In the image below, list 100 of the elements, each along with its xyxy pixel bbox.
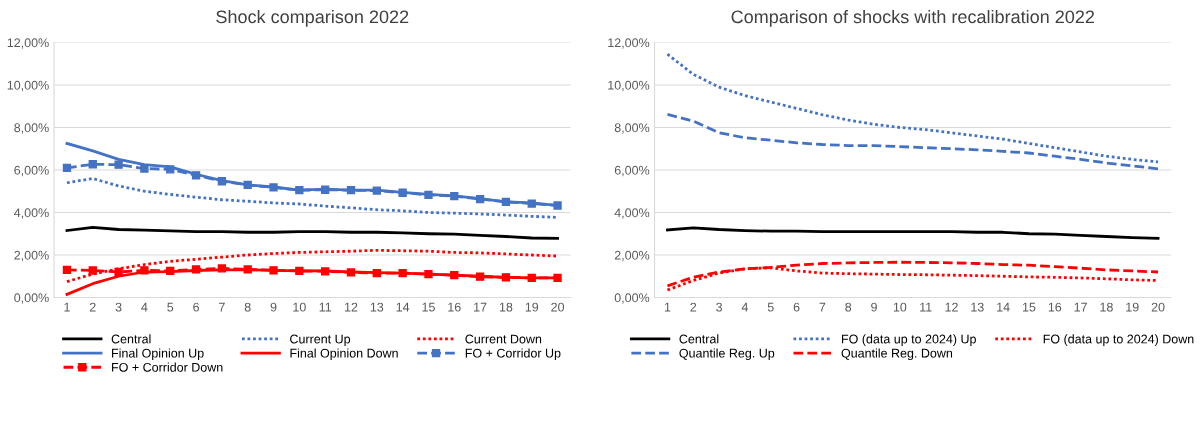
y-tick-label: 6,00% — [614, 165, 650, 177]
x-tick-label: 6 — [793, 302, 800, 312]
y-tick-label: 12,00% — [608, 38, 650, 49]
x-tick-label: 19 — [1126, 302, 1139, 312]
point — [166, 165, 175, 174]
y-tick-label: 6,00% — [14, 165, 49, 177]
point — [114, 160, 123, 169]
x-tick-label: 16 — [448, 302, 461, 312]
x-tick-label: 5 — [167, 302, 174, 312]
point — [527, 199, 536, 208]
point — [88, 160, 97, 169]
line-series — [666, 226, 1160, 240]
point — [346, 186, 356, 195]
point — [501, 197, 511, 207]
y-tick-label: 2,00% — [14, 250, 49, 262]
x-tick-label: 2 — [690, 302, 697, 312]
point — [321, 267, 330, 276]
point — [450, 191, 459, 201]
x-tick-label: 1 — [64, 302, 70, 312]
point — [372, 186, 381, 195]
point — [217, 177, 227, 186]
line-series — [666, 112, 1160, 171]
point — [553, 273, 562, 283]
x-tick-label: 10 — [893, 302, 907, 312]
point — [295, 186, 304, 195]
x-tick-label: 9 — [871, 302, 877, 312]
point — [62, 265, 72, 275]
legend-label: Final Opinion Down — [290, 348, 398, 361]
x-tick-label: 12 — [945, 302, 958, 312]
point — [501, 273, 511, 282]
x-tick-label: 15 — [422, 302, 435, 312]
x-tick-label: 11 — [319, 302, 332, 312]
point — [114, 267, 123, 277]
chart-title: Shock comparison 2022 — [216, 9, 409, 27]
point — [424, 269, 433, 279]
point — [191, 171, 201, 180]
legend-label: Quantile Reg. Up — [679, 348, 775, 361]
x-tick-label: 8 — [244, 302, 251, 312]
point — [295, 266, 304, 276]
x-tick-label: 20 — [551, 302, 565, 312]
legend-label: Central — [111, 334, 151, 344]
point — [450, 271, 459, 280]
point — [553, 201, 562, 210]
x-tick-label: 9 — [270, 302, 277, 312]
x-tick-label: 14 — [997, 302, 1010, 312]
point — [475, 272, 485, 281]
point — [140, 266, 149, 275]
x-tick-label: 4 — [141, 302, 148, 312]
x-tick-label: 12 — [344, 302, 358, 312]
y-tick-label: 8,00% — [614, 123, 650, 134]
x-tick-label: 3 — [115, 302, 122, 312]
x-tick-label: 13 — [370, 302, 384, 312]
x-tick-label: 3 — [716, 302, 723, 312]
y-tick-label: 12,00% — [7, 38, 49, 49]
y-tick-label: 4,00% — [614, 208, 650, 219]
line-series — [666, 260, 1160, 288]
point — [269, 266, 278, 275]
point — [243, 180, 252, 190]
y-tick-label: 8,00% — [14, 123, 49, 134]
x-tick-label: 7 — [819, 302, 826, 312]
y-tick-label: 0,00% — [14, 293, 49, 304]
y-tick-label: 0,00% — [614, 293, 650, 304]
x-tick-label: 10 — [293, 302, 306, 312]
point — [166, 266, 175, 276]
x-tick-label: 18 — [499, 302, 513, 312]
point — [243, 265, 252, 274]
legend-label: FO (data up to 2024) Down — [1043, 334, 1194, 346]
x-tick-label: 4 — [741, 302, 749, 312]
x-tick-label: 15 — [1022, 302, 1036, 312]
line-series — [65, 248, 559, 283]
line-series — [666, 52, 1160, 164]
y-tick-label: 10,00% — [7, 80, 49, 92]
x-tick-label: 11 — [920, 302, 932, 312]
x-tick-label: 2 — [89, 302, 96, 312]
legend-label: Quantile Reg. Down — [841, 348, 953, 361]
x-tick-label: 5 — [767, 302, 774, 312]
point — [424, 190, 433, 200]
point — [62, 163, 72, 173]
legend-label: Current Down — [465, 334, 542, 344]
chart-title: Comparison of shocks with recalibration 2022 — [731, 9, 1095, 27]
point — [527, 273, 536, 283]
y-tick-label: 2,00% — [614, 250, 650, 262]
x-tick-label: 19 — [525, 302, 539, 312]
point — [398, 188, 407, 197]
point — [372, 268, 381, 278]
x-tick-label: 8 — [845, 302, 852, 312]
x-tick-label: 7 — [219, 302, 225, 312]
x-tick-label: 18 — [1100, 302, 1113, 312]
point — [269, 183, 278, 192]
x-tick-label: 1 — [664, 302, 671, 312]
x-tick-label: 16 — [1048, 302, 1062, 312]
x-tick-label: 20 — [1151, 302, 1165, 312]
point — [217, 264, 227, 273]
line-series — [65, 225, 559, 240]
y-tick-label: 10,00% — [608, 80, 650, 92]
x-tick-label: 17 — [474, 302, 487, 312]
legend-label: Current Up — [290, 334, 351, 346]
point — [398, 268, 407, 278]
x-tick-label: 14 — [396, 302, 410, 312]
point — [88, 266, 97, 275]
